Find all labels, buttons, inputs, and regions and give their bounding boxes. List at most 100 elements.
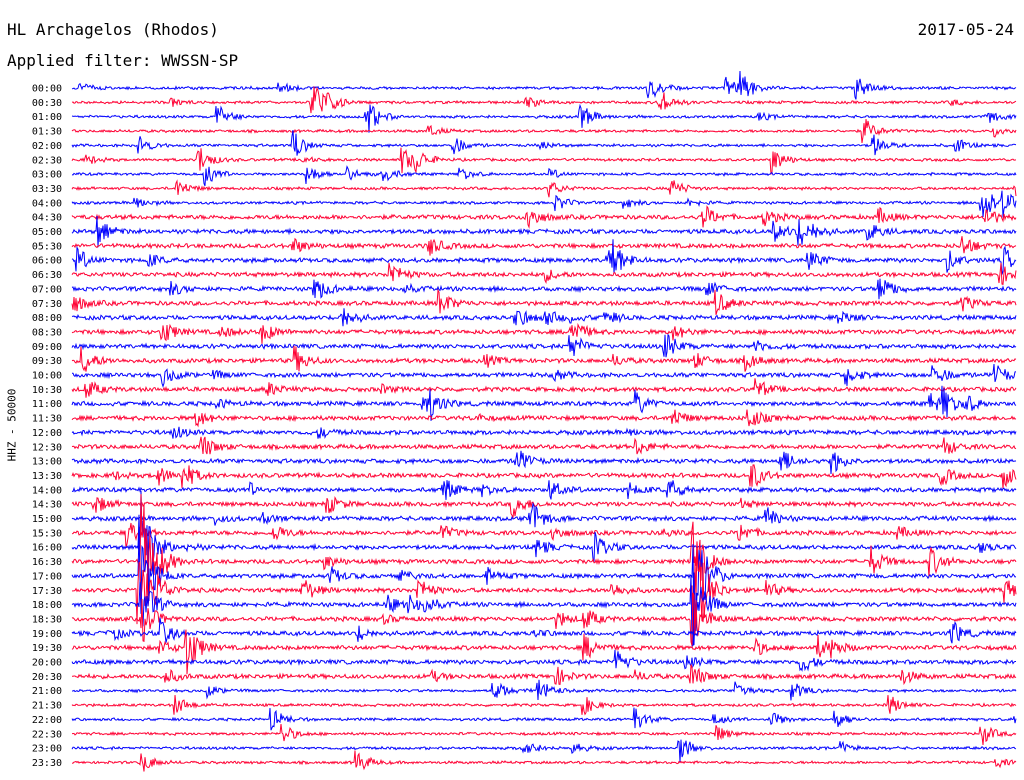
time-tick-label: 15:30	[32, 528, 62, 539]
time-tick-label: 03:00	[32, 170, 62, 181]
trace-line	[71, 494, 1017, 596]
trace-line	[71, 522, 1017, 548]
time-tick-label: 01:30	[32, 127, 62, 138]
time-tick-label: 00:00	[32, 84, 62, 95]
time-tick-label: 13:00	[32, 457, 62, 468]
trace-line	[71, 409, 1017, 428]
time-tick-label: 06:30	[32, 270, 62, 281]
trace-line	[71, 288, 1017, 316]
trace-line	[71, 495, 1017, 520]
time-tick-label: 04:00	[32, 198, 62, 209]
trace-line	[71, 333, 1017, 358]
trace-line	[71, 695, 1017, 716]
time-tick-label: 16:00	[32, 543, 62, 554]
trace-line	[71, 617, 1017, 644]
time-tick-label: 12:00	[32, 428, 62, 439]
time-tick-label: 20:30	[32, 672, 62, 683]
time-tick-label: 19:30	[32, 643, 62, 654]
trace-line	[71, 436, 1017, 455]
trace-line	[72, 679, 1017, 701]
time-tick-label: 21:30	[32, 701, 62, 712]
time-tick-label: 02:00	[32, 141, 62, 152]
time-tick-label: 08:00	[32, 313, 62, 324]
time-tick-label: 07:00	[32, 284, 62, 295]
trace-line	[72, 363, 1017, 388]
time-tick-label: 09:00	[32, 342, 62, 353]
trace-line	[71, 236, 1017, 256]
time-tick-label: 12:30	[32, 442, 62, 453]
trace-line	[71, 739, 1017, 763]
trace-line	[71, 345, 1017, 372]
trace-line	[71, 130, 1017, 156]
trace-line	[71, 70, 1017, 100]
trace-line	[71, 308, 1017, 327]
trace-line	[71, 190, 1017, 218]
trace-line	[71, 179, 1017, 198]
trace-line	[71, 532, 1017, 646]
trace-line	[71, 450, 1017, 475]
trace-line	[71, 464, 1017, 489]
time-tick-label: 10:30	[32, 385, 62, 396]
trace-line	[71, 205, 1017, 229]
time-tick-label: 20:00	[32, 658, 62, 669]
time-tick-label: 01:00	[32, 112, 62, 123]
trace-line	[71, 119, 1017, 143]
trace-line	[71, 239, 1017, 275]
time-tick-label: 23:30	[32, 758, 62, 769]
trace-line	[71, 572, 1017, 648]
trace-line	[71, 262, 1017, 286]
time-tick-label: 10:00	[32, 371, 62, 382]
filter-label: Applied filter: WWSSN-SP	[7, 51, 239, 70]
trace-line	[71, 278, 1017, 300]
time-tick-label: 22:00	[32, 715, 62, 726]
station-title: HL Archagelos (Rhodos)	[7, 20, 219, 39]
record-date: 2017-05-24	[917, 20, 1014, 39]
time-tick-label: 02:30	[32, 155, 62, 166]
time-tick-label: 09:30	[32, 356, 62, 367]
time-tick-label: 11:00	[32, 399, 62, 410]
trace-line	[71, 629, 1017, 675]
time-tick-label: 08:30	[32, 327, 62, 338]
time-tick-label: 05:30	[32, 241, 62, 252]
time-tick-label: 18:30	[32, 614, 62, 625]
trace-line	[72, 723, 1017, 745]
time-tick-label: 13:30	[32, 471, 62, 482]
time-tick-label: 00:30	[32, 98, 62, 109]
time-tick-label: 07:30	[32, 299, 62, 310]
trace-line	[71, 147, 1017, 175]
time-tick-label: 14:00	[32, 485, 62, 496]
trace-line	[71, 649, 1016, 672]
trace-line	[71, 480, 1017, 500]
trace-line	[71, 322, 1017, 344]
trace-line	[71, 592, 1017, 646]
trace-line	[71, 215, 1017, 248]
time-tick-label: 05:00	[32, 227, 62, 238]
time-tick-label: 04:30	[32, 213, 62, 224]
trace-line	[71, 385, 1017, 421]
trace-line	[71, 426, 1017, 440]
time-tick-label: 22:30	[32, 729, 62, 740]
trace-line	[71, 165, 1017, 187]
time-tick-label: 14:30	[32, 500, 62, 511]
time-tick-label: 17:00	[32, 571, 62, 582]
time-tick-label: 15:00	[32, 514, 62, 525]
time-tick-label: 16:30	[32, 557, 62, 568]
time-tick-label: 21:00	[32, 686, 62, 697]
trace-line	[72, 664, 1017, 686]
trace-line	[71, 750, 1017, 772]
time-tick-label: 17:30	[32, 586, 62, 597]
time-tick-label: 18:00	[32, 600, 62, 611]
trace-line	[71, 707, 1017, 731]
trace-line	[71, 501, 1017, 528]
time-tick-label: 19:00	[32, 629, 62, 640]
time-tick-label: 06:00	[32, 256, 62, 267]
trace-line	[71, 490, 1017, 569]
trace-line	[71, 86, 1017, 114]
time-tick-label: 23:00	[32, 744, 62, 755]
time-tick-label: 03:30	[32, 184, 62, 195]
trace-line	[71, 542, 1017, 634]
time-tick-label: 11:30	[32, 414, 62, 425]
trace-line	[71, 103, 1017, 133]
trace-line	[71, 378, 1017, 398]
